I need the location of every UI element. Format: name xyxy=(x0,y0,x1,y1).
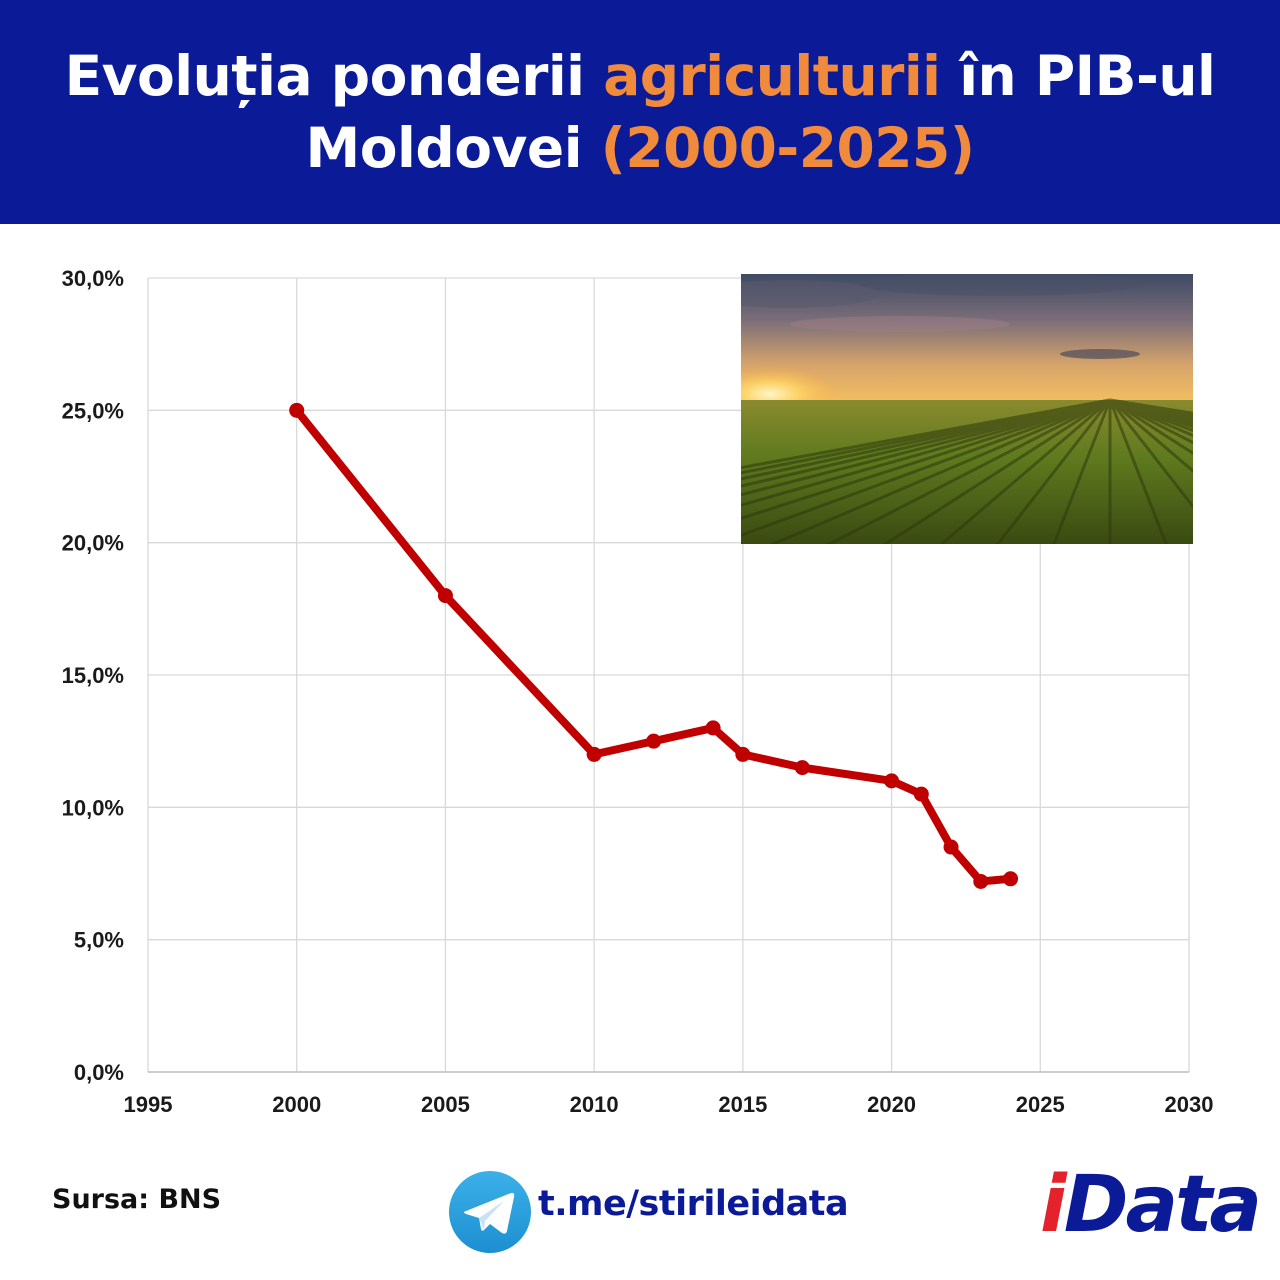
data-point xyxy=(735,746,751,762)
x-tick-label: 2030 xyxy=(1165,1092,1214,1117)
field-row xyxy=(741,398,1111,488)
data-point xyxy=(289,402,305,418)
field-row xyxy=(741,398,1111,497)
title-accent-years: (2000-2025) xyxy=(600,116,975,180)
field-row xyxy=(741,398,1111,481)
data-point xyxy=(586,746,602,762)
field-row xyxy=(1109,398,1193,445)
title-text: Evoluția ponderii xyxy=(64,44,604,108)
series-line xyxy=(292,406,1015,886)
data-point xyxy=(913,786,929,802)
y-tick-label: 15,0% xyxy=(62,663,124,688)
field-row xyxy=(741,398,1111,537)
x-tick-label: 2015 xyxy=(718,1092,767,1117)
x-axis-labels: 1995 2000 2005 2010 2015 2020 2025 2030 xyxy=(124,1092,1214,1117)
x-tick-label: 2020 xyxy=(867,1092,916,1117)
title-text: Moldovei xyxy=(305,116,601,180)
y-tick-label: 10,0% xyxy=(62,795,124,820)
y-tick-label: 5,0% xyxy=(74,928,124,953)
idata-logo: iData xyxy=(1040,1160,1262,1250)
data-series xyxy=(289,402,1019,889)
field-row xyxy=(1052,399,1112,544)
sunset-farm-field-photo xyxy=(741,274,1193,544)
title-line-1: Evoluția ponderii agriculturii în PIB-ul xyxy=(65,40,1216,112)
data-point xyxy=(943,839,959,855)
data-point xyxy=(705,720,721,736)
data-point xyxy=(1003,871,1019,887)
telegram-icon[interactable] xyxy=(448,1170,532,1254)
line-chart: 1995 2000 2005 2010 2015 2020 2025 2030 0,0% 5,0… xyxy=(62,266,1214,1117)
data-point xyxy=(437,588,453,604)
field-row xyxy=(741,398,1111,470)
data-point xyxy=(973,873,989,889)
field-row xyxy=(1109,398,1193,438)
x-tick-label: 2025 xyxy=(1016,1092,1065,1117)
title-text: în PIB-ul xyxy=(940,44,1216,108)
x-tick-label: 1995 xyxy=(124,1092,173,1117)
field-row xyxy=(1109,398,1193,429)
y-tick-label: 25,0% xyxy=(62,398,124,423)
x-tick-label: 2005 xyxy=(421,1092,470,1117)
field-row xyxy=(1108,399,1193,509)
data-point xyxy=(794,760,810,776)
x-tick-label: 2010 xyxy=(570,1092,619,1117)
field-row xyxy=(1109,398,1193,433)
trademark-mark: TM xyxy=(1238,1190,1257,1203)
field-row xyxy=(769,398,1111,544)
y-axis-labels: 0,0% 5,0% 10,0% 15,0% 20,0% 25,0% 30,0% xyxy=(62,266,124,1085)
field-row xyxy=(939,398,1111,544)
title-accent-text: agriculturii xyxy=(603,44,941,108)
field-row xyxy=(741,398,1111,520)
telegram-link[interactable]: t.me/stirileidata xyxy=(538,1184,849,1224)
title-line-2: Moldovei (2000-2025) xyxy=(306,112,975,184)
field-row xyxy=(741,398,1111,507)
x-tick-label: 2000 xyxy=(272,1092,321,1117)
y-tick-label: 20,0% xyxy=(62,531,124,556)
data-point xyxy=(646,733,662,749)
field-row xyxy=(1108,399,1168,544)
field-row xyxy=(1109,398,1193,473)
field-row xyxy=(741,398,1111,475)
field-row xyxy=(882,398,1111,544)
field-row xyxy=(1109,398,1193,456)
source-label: Sursa: BNS xyxy=(52,1184,222,1215)
data-point xyxy=(884,773,900,789)
field-row xyxy=(995,399,1112,544)
y-tick-label: 30,0% xyxy=(62,266,124,291)
header-banner: Evoluția ponderii agriculturii în PIB-ul… xyxy=(0,0,1280,224)
y-tick-label: 0,0% xyxy=(74,1060,124,1085)
field-row xyxy=(826,398,1111,544)
